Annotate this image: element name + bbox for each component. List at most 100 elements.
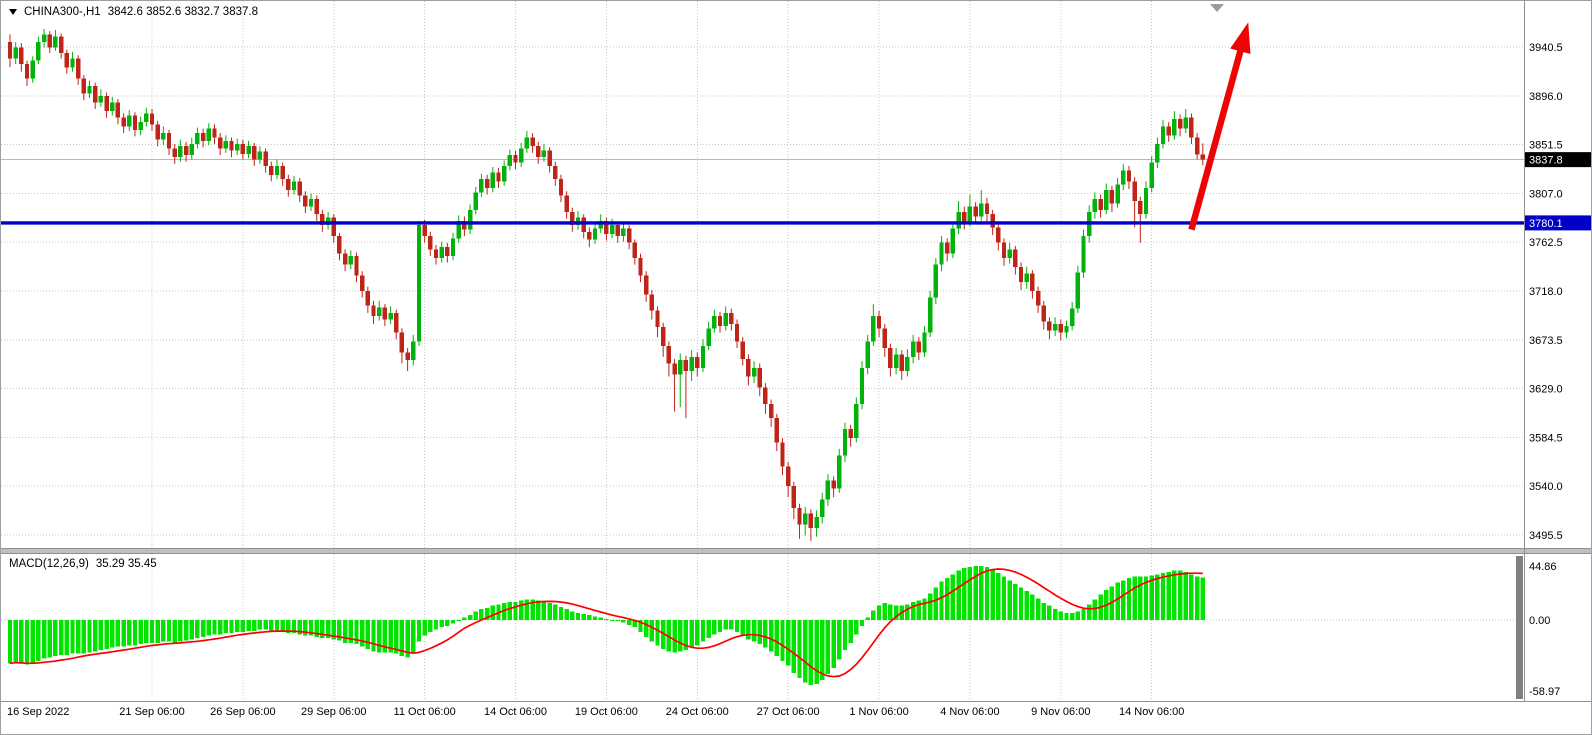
candle-body xyxy=(712,316,717,329)
macd-histogram-bar xyxy=(547,603,552,620)
panel-resize-grip[interactable] xyxy=(1516,556,1523,699)
candle-body xyxy=(507,155,513,166)
macd-histogram-bar xyxy=(865,617,870,620)
macd-histogram-bar xyxy=(121,620,126,647)
candle-body xyxy=(1047,321,1052,331)
macd-histogram-bar xyxy=(1035,598,1041,620)
current-price-badge xyxy=(1525,152,1591,168)
macd-histogram-bar xyxy=(433,620,439,630)
price-tick-label: 3540.0 xyxy=(1529,481,1563,493)
macd-histogram-bar xyxy=(1194,576,1200,620)
macd-histogram-bar xyxy=(115,620,121,647)
macd-histogram-bar xyxy=(75,620,81,654)
candle-body xyxy=(666,345,672,364)
candle-body xyxy=(172,148,177,158)
macd-histogram-bar xyxy=(734,620,740,633)
price-tick-label: 3718.0 xyxy=(1529,286,1563,298)
chart-shift-marker-icon[interactable] xyxy=(1210,4,1224,12)
macd-histogram-bar xyxy=(1058,611,1063,620)
macd-histogram-bar xyxy=(672,620,677,653)
macd-histogram-bar xyxy=(1064,612,1069,620)
macd-histogram-bar xyxy=(678,620,683,652)
macd-histogram-bar xyxy=(200,620,206,637)
candle-body xyxy=(1075,272,1081,309)
candle-body xyxy=(121,117,126,127)
price-axis-separator xyxy=(1524,1,1525,702)
macd-histogram-bar xyxy=(269,620,274,631)
macd-signal-line xyxy=(9,568,1203,678)
candle-body xyxy=(1098,198,1103,210)
candle-body xyxy=(81,78,87,94)
time-axis[interactable]: 16 Sep 2022 21 Sep 06:00 26 Sep 06:00 29 Se… xyxy=(1,701,1591,723)
macd-histogram-bar xyxy=(558,606,564,620)
candle-body xyxy=(428,236,433,250)
candle-body xyxy=(1143,187,1149,215)
price-tick-label: 3851.5 xyxy=(1529,140,1563,152)
candle-body xyxy=(581,217,586,232)
macd-histogram-bar xyxy=(927,593,933,620)
candle-body xyxy=(962,212,967,222)
candle-body xyxy=(479,179,484,193)
candle-body xyxy=(757,367,762,388)
candle-body xyxy=(1138,201,1143,215)
macd-histogram-bar xyxy=(956,570,961,620)
macd-histogram-bar xyxy=(98,620,104,651)
candle-body xyxy=(791,486,797,509)
candle-body xyxy=(58,36,64,54)
macd-histogram-bar xyxy=(967,567,973,620)
macd-histogram-bar xyxy=(820,620,825,681)
macd-canvas[interactable]: 44.86 0.00 -58.97 xyxy=(1,554,1592,701)
candle-body xyxy=(1115,184,1120,204)
macd-histogram-bar xyxy=(587,615,592,620)
panel-splitter[interactable] xyxy=(1,548,1591,554)
trend-arrow-line[interactable] xyxy=(1188,42,1246,231)
candle-body xyxy=(865,341,870,368)
macd-histogram-bar xyxy=(939,581,944,620)
macd-histogram-bar xyxy=(93,620,98,652)
candle-body xyxy=(774,418,779,443)
macd-histogram-bar xyxy=(462,617,467,620)
macd-histogram-bar xyxy=(848,620,853,643)
candle-body xyxy=(7,42,13,59)
candle-body xyxy=(189,144,194,156)
candle-body xyxy=(138,122,143,130)
candle-body xyxy=(280,165,285,180)
quick-trade-toggle-icon[interactable] xyxy=(9,9,17,15)
candle-body xyxy=(950,228,956,254)
price-chart-canvas[interactable]: 3940.5 3896.0 3851.5 3807.0 3762.5 3718.0 3673… xyxy=(1,1,1592,548)
candle-body xyxy=(1200,154,1205,160)
macd-histogram-bar xyxy=(922,598,927,620)
macd-histogram-bar xyxy=(513,601,518,620)
candle-body xyxy=(678,360,683,375)
candle-body xyxy=(655,310,660,328)
macd-histogram-bar xyxy=(962,568,967,620)
candle-body xyxy=(700,345,706,368)
macd-histogram-bar xyxy=(797,620,802,678)
candle-body xyxy=(916,341,921,353)
macd-histogram-bar xyxy=(973,565,978,620)
candle-body xyxy=(382,307,388,320)
macd-histogram-bar xyxy=(746,620,751,640)
macd-histogram-bar xyxy=(405,620,410,658)
macd-histogram-bar xyxy=(246,620,251,631)
macd-histogram-bar xyxy=(365,620,371,649)
candle-body xyxy=(433,249,439,259)
macd-histogram-bar xyxy=(359,620,365,647)
macd-histogram-bar xyxy=(325,620,331,639)
macd-histogram-bar xyxy=(479,609,484,620)
macd-histogram-bar xyxy=(751,620,757,642)
candle-body xyxy=(132,115,138,130)
macd-histogram-bar xyxy=(1155,574,1160,620)
candle-body xyxy=(263,151,268,166)
macd-histogram-bar xyxy=(473,611,478,620)
macd-histogram-bar xyxy=(712,620,717,635)
candle-body xyxy=(320,214,325,226)
candle-body xyxy=(927,297,933,333)
candle-body xyxy=(632,242,637,259)
candle-body xyxy=(899,354,904,372)
candle-body xyxy=(831,480,836,489)
candle-body xyxy=(416,225,422,342)
macd-histogram-bar xyxy=(354,620,359,645)
trend-arrow-head[interactable] xyxy=(1230,22,1251,55)
macd-histogram-bar xyxy=(1041,603,1046,620)
